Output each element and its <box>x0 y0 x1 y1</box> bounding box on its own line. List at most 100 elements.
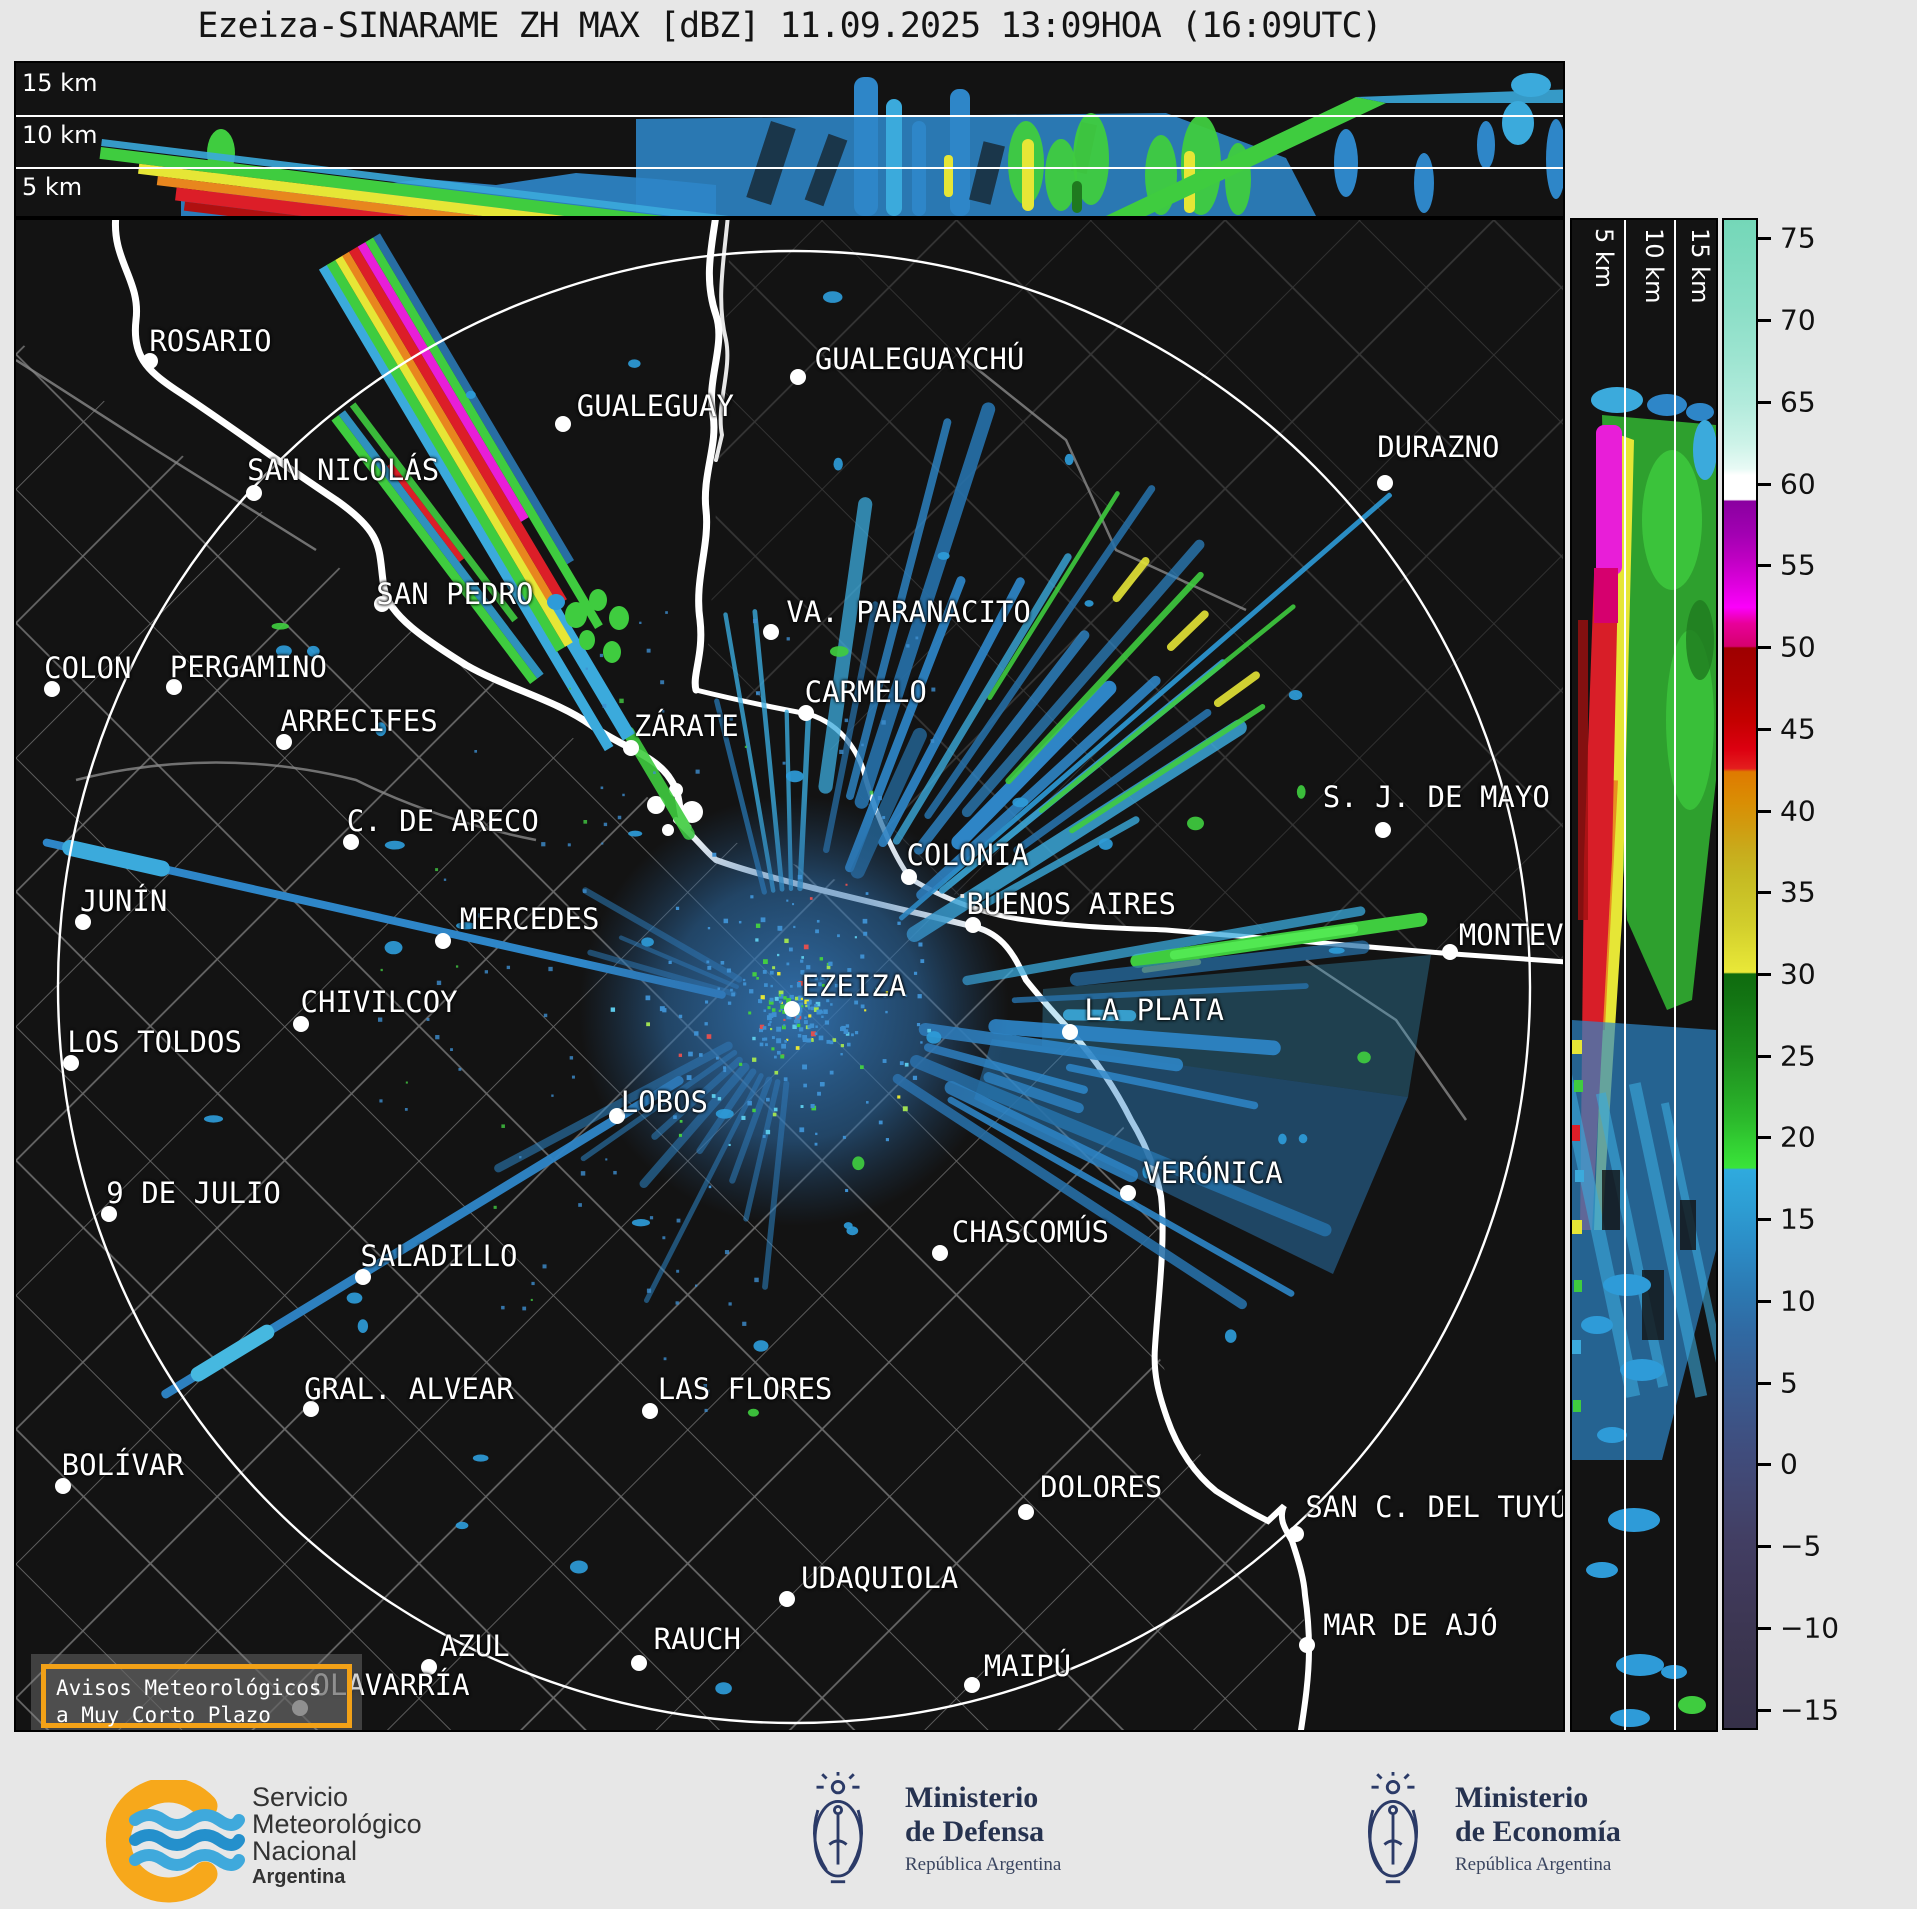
colorbar-tick-label: 10 <box>1780 1284 1816 1318</box>
city-label: COLON <box>44 650 132 685</box>
colorbar-tick <box>1758 646 1771 650</box>
city-label: ZÁRATE <box>633 708 739 743</box>
city-label: MAR DE AJÓ <box>1323 1608 1498 1643</box>
edge-specks <box>1572 1040 1584 1412</box>
city-dot <box>779 1591 796 1608</box>
city-dot <box>165 678 182 695</box>
smn-name-line3: Nacional <box>252 1836 358 1866</box>
page-title: Ezeiza-SINARAME ZH MAX [dBZ] 11.09.2025 … <box>197 6 1382 46</box>
city-label: DURAZNO <box>1377 430 1500 465</box>
colorbar-tick <box>1758 400 1771 404</box>
top-cross-section-panel: 15 km 10 km 5 km <box>14 61 1565 218</box>
colorbar-tick-label: 55 <box>1780 548 1816 582</box>
city-dot <box>900 869 917 886</box>
colorbar-tick <box>1758 809 1771 813</box>
defensa-line1: Ministerio <box>905 1781 1039 1814</box>
colorbar-tick-label: 70 <box>1780 303 1816 337</box>
city-dot <box>1120 1185 1137 1202</box>
city-label: MAIPÚ <box>983 1649 1072 1684</box>
colorbar-tick-label: 0 <box>1780 1447 1798 1481</box>
top-panel-10km-line <box>16 115 1563 117</box>
colorbar-tick <box>1758 1381 1771 1385</box>
top-panel-5km-line <box>16 167 1563 169</box>
city-dot <box>783 1000 800 1017</box>
city-dot <box>790 368 806 385</box>
city-dot <box>623 739 640 756</box>
city-dot <box>374 595 391 612</box>
colorbar-tick-label: 65 <box>1780 385 1816 419</box>
colorbar-tick <box>1758 319 1771 323</box>
smn-name-line1: Servicio <box>252 1782 349 1812</box>
city-label: LOBOS <box>620 1084 708 1119</box>
radar-map: ROSARIO SAN NICOLÁS SAN PEDRO GUALEGUAY GUAL… <box>14 218 1565 1732</box>
city-label: AZUL <box>439 1629 510 1664</box>
city-dot <box>963 1677 980 1694</box>
colorbar-tick-label: −5 <box>1780 1529 1822 1563</box>
city-label: JUNÍN <box>80 884 168 919</box>
colorbar-tick-label: 45 <box>1780 712 1816 746</box>
delta-islands <box>647 783 703 836</box>
right-cross-section-panel: 5 km 10 km 15 km <box>1570 218 1718 1732</box>
colorbar-tick-label: −10 <box>1780 1611 1840 1645</box>
smn-name-line2: Meteorológico <box>252 1809 422 1839</box>
colorbar-tick <box>1758 1054 1771 1058</box>
city-label: MONTEV <box>1458 918 1564 953</box>
colorbar-tick <box>1758 1626 1771 1630</box>
city-dot <box>554 416 571 433</box>
city-label: 9 DE JULIO <box>106 1176 281 1211</box>
top-panel-5km-label: 5 km <box>22 173 83 201</box>
economia-line1: Ministerio <box>1455 1781 1589 1814</box>
range-ring <box>56 249 1532 1725</box>
right-panel-10km-line <box>1674 220 1676 1730</box>
city-label: C. DE ARECO <box>346 804 539 839</box>
top-panel-15km-label: 15 km <box>22 69 98 97</box>
city-label: SAN PEDRO <box>376 577 534 612</box>
city-label: DOLORES <box>1040 1469 1163 1504</box>
colorbar-tick-label: 35 <box>1780 875 1816 909</box>
city-label: RAUCH <box>653 1622 741 1657</box>
colorbar-tick <box>1758 564 1771 568</box>
city-label: SAN NICOLÁS <box>247 453 440 488</box>
city-dot <box>54 1477 71 1494</box>
city-label: LOS TOLDOS <box>67 1024 242 1059</box>
defensa-sub: República Argentina <box>905 1854 1062 1875</box>
radar-map-graphic <box>16 220 1563 1730</box>
city-label: GRAL. ALVEAR <box>304 1371 514 1406</box>
city-label: VA. PARANACITO <box>786 594 1031 629</box>
city-dot <box>1375 822 1392 839</box>
city-dot <box>609 1107 626 1124</box>
top-panel-10km-label: 10 km <box>22 121 98 149</box>
radar-echoes <box>42 233 1431 1695</box>
city-label: BUENOS AIRES <box>966 887 1176 922</box>
footer: Servicio Meteorológico Nacional Argentin… <box>0 1732 1917 1909</box>
colorbar-tick <box>1758 1463 1771 1467</box>
city-dot <box>420 1659 437 1676</box>
city-dot <box>293 1015 310 1032</box>
city-dot <box>74 914 91 931</box>
city-dot <box>343 834 360 851</box>
colorbar-tick-label: 50 <box>1780 630 1816 664</box>
right-panel-10km-label: 10 km <box>1640 228 1668 304</box>
city-dot <box>1018 1503 1035 1520</box>
colorbar-tick <box>1758 891 1771 895</box>
right-panel-5km-label: 5 km <box>1590 228 1618 289</box>
colorbar-tick-label: 30 <box>1780 957 1816 991</box>
city-dot <box>631 1655 648 1672</box>
city-dot <box>100 1206 117 1223</box>
city-dot <box>797 704 814 721</box>
economia-coat-of-arms-icon <box>1367 1772 1419 1884</box>
city-label: ARRECIFES <box>280 703 438 738</box>
city-dot <box>43 680 60 697</box>
city-dot <box>1377 475 1394 492</box>
colorbar-tick <box>1758 1218 1771 1222</box>
city-label: GUALEGUAYCHÚ <box>814 341 1025 376</box>
city-dot <box>1287 1525 1304 1542</box>
colorbar-tick <box>1758 482 1771 486</box>
colorbar-tick-label: 60 <box>1780 467 1816 501</box>
colorbar-tick <box>1758 1299 1771 1303</box>
warning-line1: Avisos Meteorológicos <box>56 1676 322 1700</box>
smn-name-line4: Argentina <box>252 1866 346 1888</box>
squall-streak <box>318 233 695 840</box>
city-label: CHASCOMÚS <box>951 1215 1109 1250</box>
colorbar-tick-label: 5 <box>1780 1366 1798 1400</box>
